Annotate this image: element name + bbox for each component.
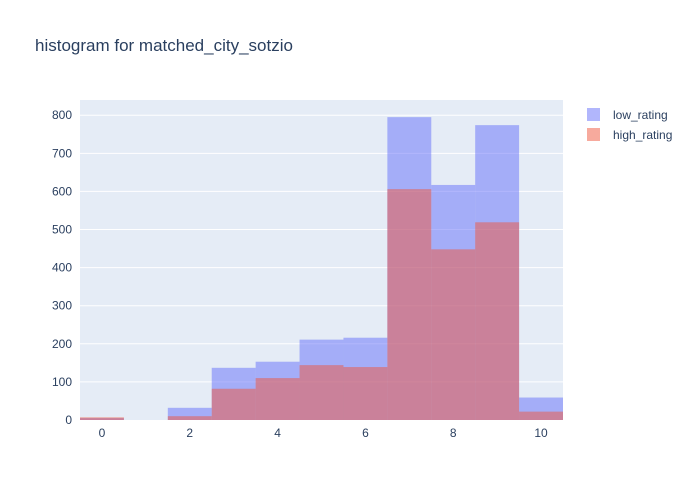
chart-title: histogram for matched_city_sotzio: [35, 36, 293, 55]
bar-high_rating[interactable]: [255, 378, 300, 420]
y-tick-label: 600: [52, 184, 72, 198]
y-tick-label: 500: [52, 223, 72, 237]
x-tick-label: 8: [450, 426, 457, 440]
legend-swatch: [587, 108, 600, 121]
bar-high_rating[interactable]: [343, 367, 388, 420]
x-tick-label: 10: [534, 426, 548, 440]
legend-label: low_rating: [613, 108, 668, 122]
y-tick-label: 400: [52, 261, 72, 275]
y-tick-label: 300: [52, 299, 72, 313]
x-tick-label: 2: [186, 426, 193, 440]
y-tick-label: 200: [52, 337, 72, 351]
legend-item-low_rating[interactable]: low_rating: [587, 108, 668, 122]
bar-high_rating[interactable]: [431, 249, 476, 420]
y-tick-label: 800: [52, 108, 72, 122]
y-tick-label: 0: [65, 413, 72, 427]
bar-high_rating[interactable]: [387, 189, 432, 420]
x-tick-label: 6: [362, 426, 369, 440]
legend[interactable]: low_rating high_rating: [587, 108, 672, 142]
bars: [80, 117, 563, 421]
bar-high_rating[interactable]: [80, 417, 124, 420]
bar-high_rating[interactable]: [519, 411, 563, 420]
x-axis-ticks: 0 2 4 6 8 10: [99, 426, 548, 440]
legend-item-high_rating[interactable]: high_rating: [587, 128, 672, 142]
y-axis-ticks: 0 100 200 300 400 500 600 700 800: [52, 108, 72, 427]
y-tick-label: 700: [52, 146, 72, 160]
bar-high_rating[interactable]: [167, 416, 212, 420]
bar-high_rating[interactable]: [475, 222, 520, 420]
x-tick-label: 4: [274, 426, 281, 440]
y-tick-label: 100: [52, 375, 72, 389]
legend-swatch: [587, 128, 600, 141]
bar-high_rating[interactable]: [299, 365, 344, 420]
x-tick-label: 0: [99, 426, 106, 440]
bar-high_rating[interactable]: [211, 388, 256, 420]
series-high_rating: [80, 189, 563, 420]
legend-label: high_rating: [613, 128, 672, 142]
